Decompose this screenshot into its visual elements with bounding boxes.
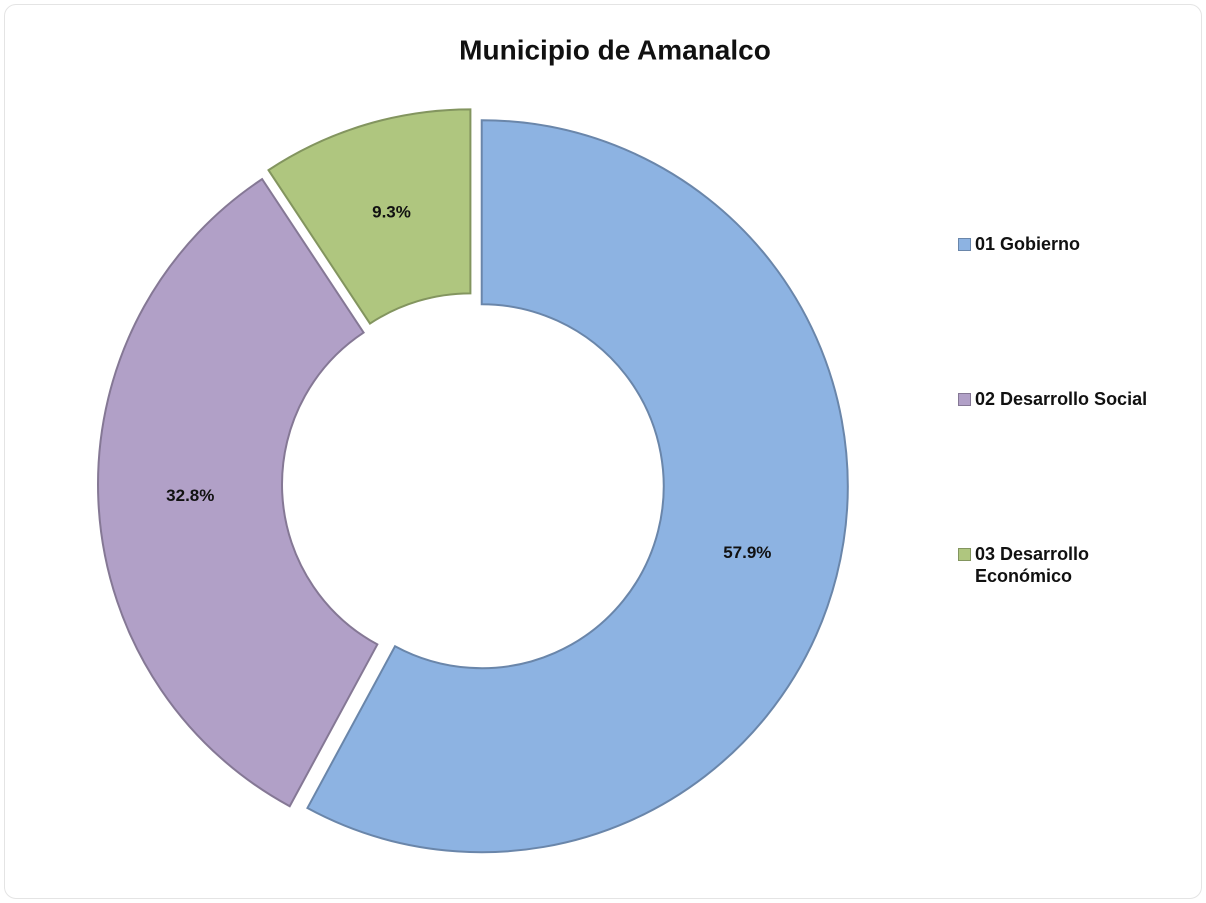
data-label: 57.9% — [723, 543, 771, 562]
legend-swatch — [958, 393, 971, 406]
legend-item: 01 Gobierno — [958, 233, 1198, 255]
donut-slice — [267, 108, 472, 325]
legend-label: 03 Desarrollo Económico — [975, 544, 1090, 586]
donut-slice — [97, 177, 379, 808]
donut-slice — [306, 119, 849, 854]
legend-item: 02 Desarrollo Social — [958, 388, 1198, 410]
legend-swatch — [958, 548, 971, 561]
data-label: 32.8% — [166, 486, 214, 505]
data-label: 9.3% — [372, 202, 411, 221]
legend-label: 02 Desarrollo Social — [975, 389, 1148, 409]
legend-item: 03 Desarrollo Económico — [958, 543, 1198, 587]
legend-swatch — [958, 238, 971, 251]
chart-title: Municipio de Amanalco — [459, 34, 771, 65]
legend-label: 01 Gobierno — [975, 234, 1081, 254]
